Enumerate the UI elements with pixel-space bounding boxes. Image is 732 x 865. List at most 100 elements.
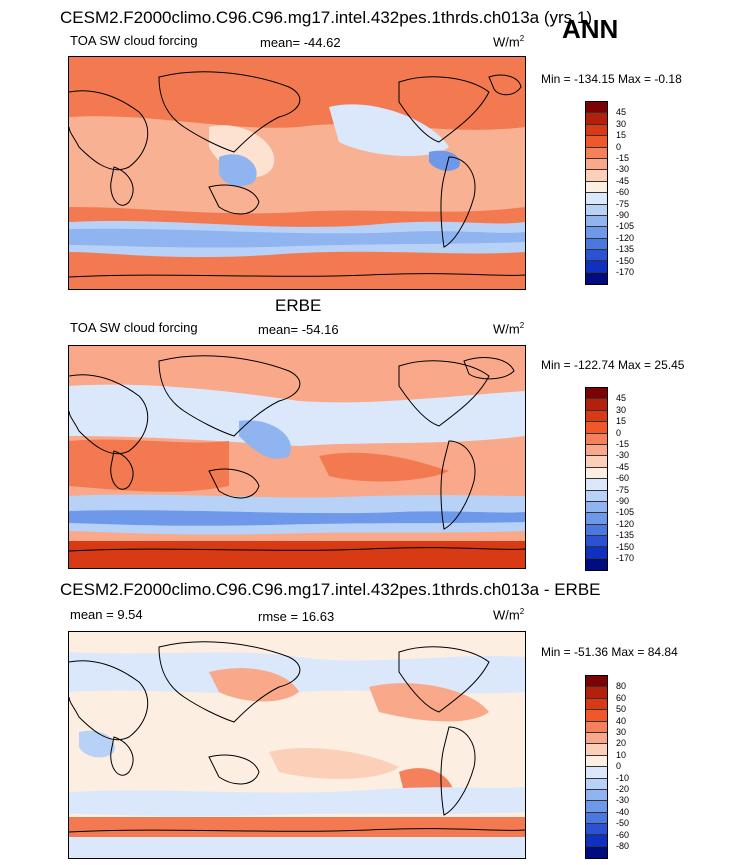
southern-ocean-band [69, 787, 525, 817]
central-america-region [429, 150, 460, 171]
colorbar-swatch [586, 536, 607, 548]
colorbar-swatch [586, 490, 607, 502]
asia-region [209, 668, 299, 702]
africa-region [69, 439, 229, 492]
itcz-region [319, 452, 449, 482]
colorbar-tick-label: -45 [616, 175, 630, 186]
colorbar-tick-label: 45 [616, 107, 627, 118]
colorbar-tick-label: -15 [616, 153, 630, 163]
colorbar-swatch [586, 547, 607, 559]
colorbar-tick-label: -170 [616, 267, 635, 277]
colorbar-swatch [586, 388, 607, 400]
colorbar-tick-label: 15 [616, 416, 627, 427]
colorbar-swatch [586, 513, 607, 525]
colorbar-tick-label: -30 [616, 164, 630, 175]
colorbar-swatch [586, 102, 607, 114]
panel1-colorbar [585, 101, 608, 286]
colorbar-swatch [586, 181, 607, 194]
panel3-map [68, 631, 526, 859]
panel3-minmax: Min = -51.36 Max = 84.84 [541, 645, 678, 659]
panel1-colorbar-labels: 45 30 15 0 -15 -30 -45 -60 -75 -90 -105 -120 -135 -15… [616, 101, 656, 281]
colorbar-swatch [586, 732, 607, 745]
panel1-map [68, 56, 526, 290]
colorbar-swatch [586, 698, 607, 711]
colorbar-tick-label: -20 [616, 784, 630, 794]
panel2-colorbar-labels: 45 30 15 0 -15 -30 -45 -60 -75 -90 -105 -120 -135 -15… [616, 387, 656, 567]
colorbar-tick-label: 0 [616, 761, 622, 772]
antarctic-coast-band [69, 817, 525, 837]
colorbar-swatch [586, 158, 607, 171]
colorbar-tick-label: -60 [616, 473, 630, 484]
colorbar-tick-label: -75 [616, 484, 630, 495]
colorbar-swatch [586, 812, 607, 825]
colorbar-swatch [586, 824, 607, 836]
colorbar-swatch [586, 846, 607, 859]
colorbar-tick-label: 50 [616, 704, 627, 715]
panel1-title: CESM2.F2000climo.C96.C96.mg17.intel.432p… [60, 8, 592, 27]
colorbar-tick-label: -150 [616, 541, 635, 552]
colorbar-swatch [586, 835, 607, 847]
panel3-colorbar [585, 675, 608, 860]
panel2-title: ERBE [275, 296, 322, 315]
colorbar-tick-label: 45 [616, 393, 627, 404]
colorbar-swatch [586, 676, 607, 688]
north-band [69, 652, 525, 694]
colorbar-swatch [586, 687, 607, 699]
colorbar-swatch [586, 721, 607, 733]
maritime-continent-region [219, 154, 257, 187]
coastlines [69, 355, 525, 552]
colorbar-swatch [586, 467, 607, 480]
colorbar-swatch [586, 272, 607, 285]
panel3-title: CESM2.F2000climo.C96.C96.mg17.intel.432p… [60, 580, 601, 599]
colorbar-tick-label: 80 [616, 681, 627, 692]
panel2-left-label: TOA SW cloud forcing [70, 320, 198, 335]
colorbar-tick-label: -50 [616, 818, 630, 829]
season-label: ANN [562, 14, 619, 44]
colorbar-swatch [586, 558, 607, 571]
colorbar-tick-label: -135 [616, 530, 635, 541]
panel2-map [68, 345, 526, 569]
southern-ocean-core [69, 228, 525, 248]
colorbar-tick-label: -30 [616, 795, 630, 806]
colorbar-tick-label: 15 [616, 130, 627, 141]
colorbar-swatch [586, 204, 607, 216]
panel3-colorbar-labels: 80 60 50 40 30 20 10 0 -10 -20 -30 -40 -50 -60 -80 [616, 675, 656, 855]
panel3-rmse: rmse = 16.63 [258, 609, 335, 624]
colorbar-tick-label: -45 [616, 461, 630, 472]
colorbar-swatch [586, 261, 607, 273]
colorbar-swatch [586, 124, 607, 137]
colorbar-swatch [586, 422, 607, 434]
west-pacific-region [239, 420, 291, 459]
colorbar-tick-label: 30 [616, 727, 627, 737]
north-america-region [369, 683, 489, 722]
north-band [69, 384, 525, 446]
colorbar-swatch [586, 227, 607, 239]
panel1-minmax: Min = -134.15 Max = -0.18 [541, 72, 682, 86]
colorbar-tick-label: 30 [616, 118, 627, 129]
colorbar-tick-label: -135 [616, 244, 635, 255]
antarctic-band [69, 837, 525, 858]
colorbar-tick-label: -60 [616, 187, 630, 198]
panel3-mean: mean = 9.54 [70, 607, 143, 622]
colorbar-swatch [586, 399, 607, 411]
panel1-units: W/m2 [493, 34, 525, 50]
panel2-units: W/m2 [493, 321, 525, 337]
panel1-mean: mean= -44.62 [260, 35, 341, 50]
colorbar-tick-label: -15 [616, 439, 630, 449]
colorbar-swatch [586, 250, 607, 262]
southern-ocean-core [69, 510, 525, 526]
colorbar-swatch [586, 193, 607, 205]
colorbar-tick-label: -105 [616, 221, 635, 232]
colorbar-swatch [586, 433, 607, 445]
colorbar-swatch [586, 789, 607, 802]
colorbar-tick-label: -40 [616, 806, 630, 817]
colorbar-swatch [586, 444, 607, 457]
colorbar-swatch [586, 524, 607, 537]
colorbar-tick-label: -30 [616, 450, 630, 461]
colorbar-tick-label: 10 [616, 749, 627, 760]
colorbar-tick-label: 0 [616, 427, 622, 438]
colorbar-swatch [586, 501, 607, 514]
colorbar-tick-label: -90 [616, 210, 630, 220]
colorbar-swatch [586, 113, 607, 125]
north-pacific-region [329, 104, 449, 157]
